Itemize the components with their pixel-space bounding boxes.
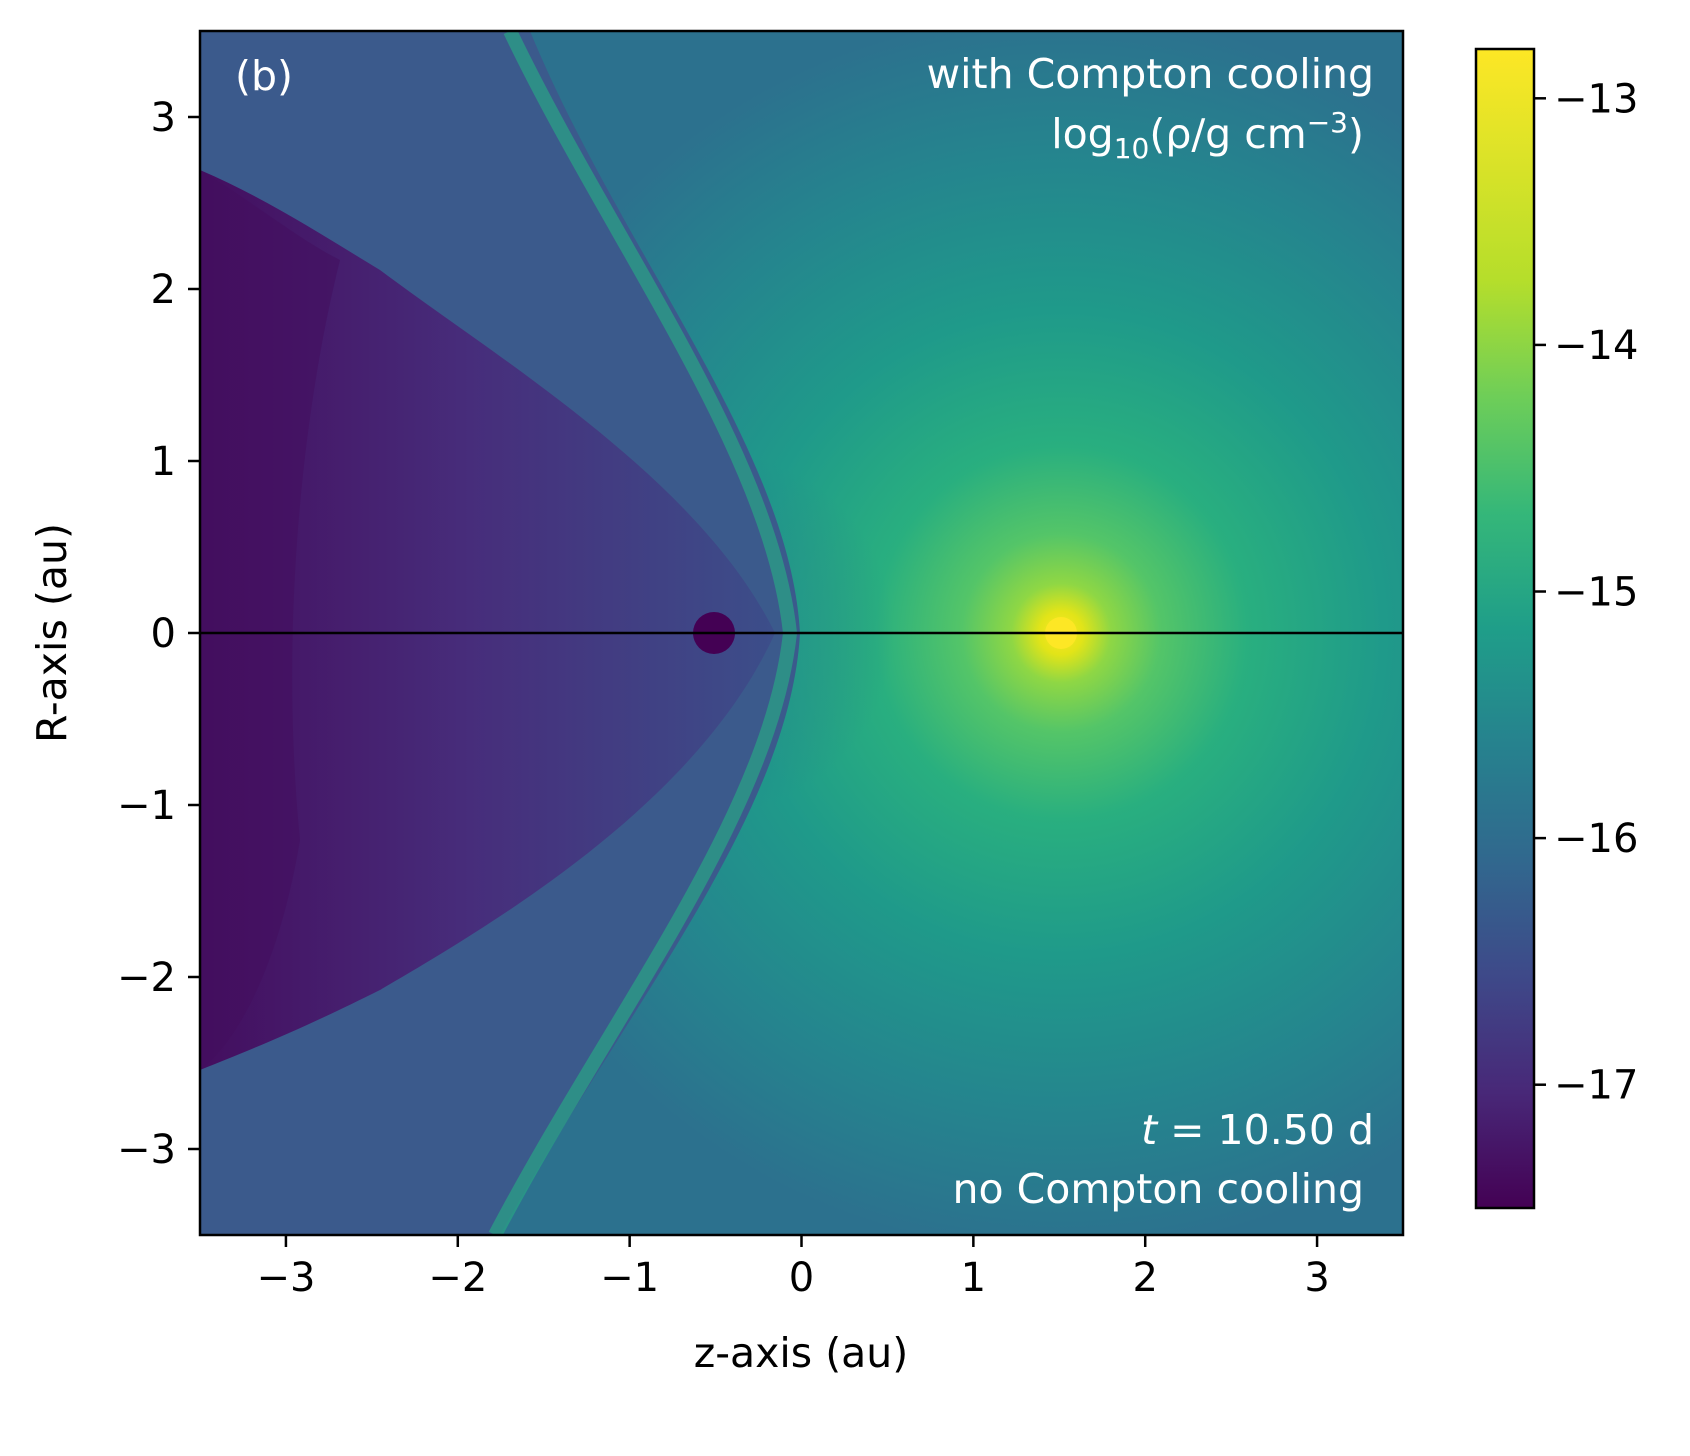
- x-axis-label: z-axis (au): [694, 1329, 909, 1377]
- y-tick-label: 3: [151, 95, 176, 141]
- x-tick-label: 2: [1132, 1255, 1157, 1301]
- panel-label: (b): [235, 52, 293, 100]
- annotation-with-compton: with Compton cooling: [927, 50, 1374, 98]
- annotation-no-compton: no Compton cooling: [953, 1165, 1364, 1213]
- density-unit-text: (ρ/g cm: [1149, 110, 1306, 158]
- y-axis-ticks: −3 −2 −1 0 1 2 3: [117, 95, 200, 1173]
- y-tick-label: −3: [117, 1127, 176, 1173]
- low-density-cavity: [200, 170, 775, 1070]
- x-tick-label: −2: [428, 1255, 487, 1301]
- log-text: log: [1051, 110, 1114, 158]
- y-tick-label: 2: [151, 267, 176, 313]
- density-unit-close: ): [1348, 110, 1364, 158]
- annotation-density-unit: log10(ρ/g cm−3): [1051, 106, 1364, 165]
- y-tick-label: −1: [117, 783, 176, 829]
- colorbar: [1474, 47, 1536, 1210]
- annotation-time: t = 10.50 d: [1141, 1106, 1374, 1154]
- colorbar-tick-label: −13: [1554, 76, 1638, 122]
- time-value: = 10.50 d: [1157, 1106, 1374, 1154]
- colorbar-ticks: −13 −14 −15 −16 −17: [1534, 76, 1638, 1109]
- cavity-inner-core: [200, 170, 340, 1070]
- y-axis-label: R-axis (au): [28, 523, 76, 743]
- y-tick-label: 0: [151, 611, 176, 657]
- colorbar-tick-label: −16: [1554, 816, 1638, 862]
- y-tick-label: 1: [151, 439, 176, 485]
- x-tick-label: 3: [1304, 1255, 1329, 1301]
- log-subscript: 10: [1114, 132, 1150, 165]
- time-symbol: t: [1141, 1106, 1159, 1154]
- x-tick-label: 0: [789, 1255, 814, 1301]
- y-tick-label: −2: [117, 955, 176, 1001]
- x-axis-ticks: −3 −2 −1 0 1 2 3: [256, 1235, 1330, 1301]
- colorbar-tick-label: −14: [1554, 323, 1638, 369]
- x-tick-label: −3: [256, 1255, 315, 1301]
- colorbar-tick-label: −17: [1554, 1063, 1638, 1109]
- x-tick-label: −1: [600, 1255, 659, 1301]
- colorbar-tick-label: −15: [1554, 570, 1638, 616]
- x-tick-label: 1: [961, 1255, 986, 1301]
- unit-superscript: −3: [1307, 106, 1348, 139]
